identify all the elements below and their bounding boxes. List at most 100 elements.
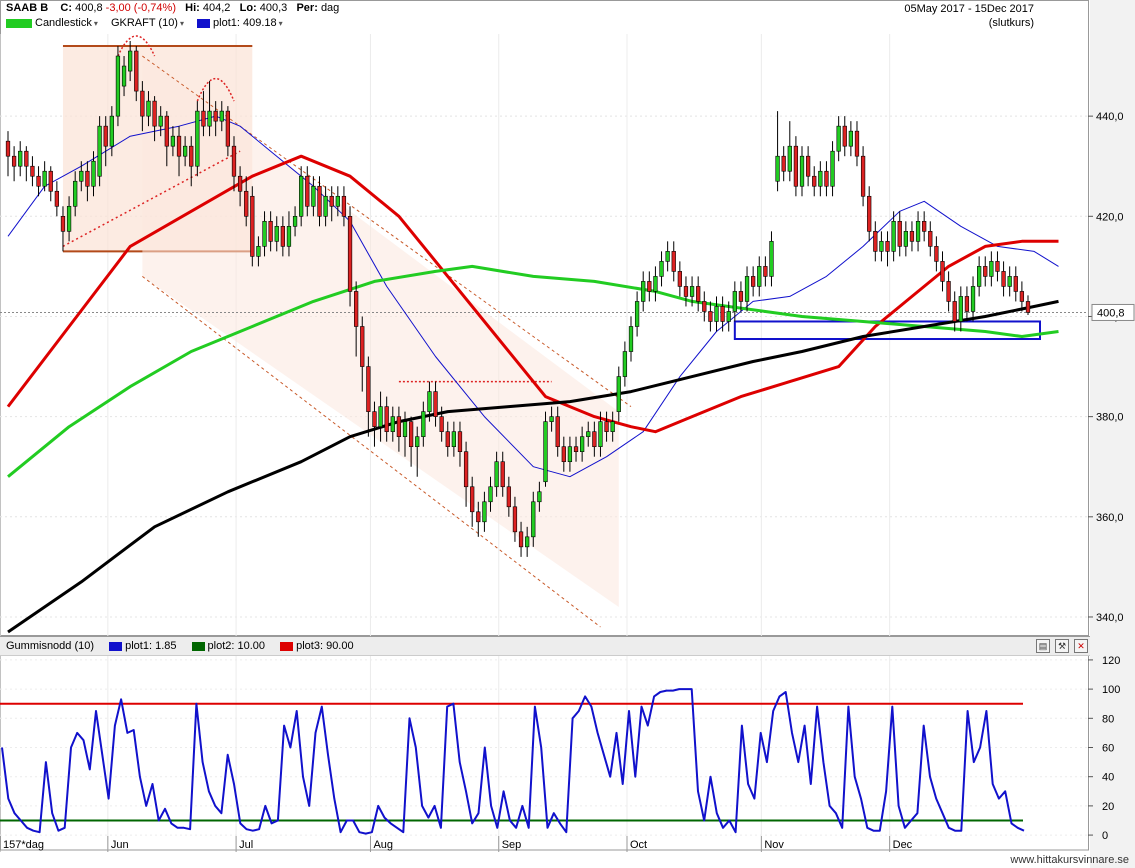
candle [231, 136, 237, 192]
candle-body [1019, 291, 1025, 302]
candle [946, 271, 951, 312]
candle [18, 141, 23, 177]
candle [720, 296, 725, 332]
scrollbar[interactable] [1090, 0, 1135, 868]
candle-body [445, 431, 450, 447]
candle-body [299, 175, 304, 217]
candle [977, 256, 982, 297]
candle-body [555, 416, 560, 447]
candle-body [1007, 276, 1012, 287]
candle [836, 116, 841, 162]
footer-url[interactable]: www.hittakursvinnare.se [1010, 854, 1129, 866]
candle [854, 121, 860, 167]
candle-body [561, 446, 566, 463]
candle [549, 406, 554, 432]
candle [329, 186, 334, 222]
candle-body [280, 226, 285, 247]
osc-plot1-swatch [109, 641, 123, 651]
candle-body [396, 416, 402, 437]
candle [335, 186, 340, 217]
candle [311, 176, 316, 217]
candle [964, 286, 970, 322]
candle [518, 521, 524, 557]
candle [500, 451, 505, 497]
close-icon[interactable]: ✕ [1074, 639, 1088, 653]
candle-body [781, 155, 786, 172]
candle [848, 121, 854, 157]
candle-body [860, 155, 866, 197]
candle-body [286, 226, 292, 247]
candle [641, 271, 646, 312]
candle-body [384, 406, 389, 432]
candle [940, 251, 945, 292]
candle [805, 146, 811, 187]
wrench-icon[interactable]: ⚒ [1055, 639, 1069, 653]
candle-body [79, 170, 84, 182]
candle [506, 476, 511, 517]
chevron-down-icon[interactable]: ▾ [278, 19, 283, 28]
candle-body [836, 125, 841, 152]
candle-body [48, 170, 53, 192]
candle [769, 231, 774, 287]
legend-candlestick[interactable]: Candlestick [35, 17, 92, 29]
candle-body [42, 170, 47, 187]
candle-body [598, 421, 603, 447]
candle [91, 151, 96, 197]
candle-body [531, 501, 536, 538]
candle-body [873, 231, 878, 252]
candle-body [616, 376, 621, 412]
candle-body [915, 221, 921, 242]
x-tick-label: Oct [630, 839, 647, 851]
last-price-box [1091, 303, 1135, 321]
candle [579, 426, 585, 462]
candle-body [744, 276, 750, 302]
candle [433, 381, 438, 427]
candle [274, 216, 279, 252]
legend-plot1[interactable]: plot1: 409.18 [213, 17, 277, 29]
candle [244, 176, 249, 227]
candle-body [738, 291, 744, 302]
candle [280, 216, 285, 257]
candle-body [677, 271, 682, 287]
candle [182, 136, 188, 167]
candle [85, 161, 90, 202]
candle [250, 186, 255, 267]
chevron-down-icon[interactable]: ▾ [179, 19, 184, 28]
candle-body [360, 326, 365, 367]
legend-gkraft[interactable]: GKRAFT (10) [110, 17, 178, 29]
candle-body [24, 150, 29, 167]
lo-value: 400,3 [259, 2, 288, 14]
annotations [62, 35, 1041, 628]
candle [604, 411, 609, 442]
price-type: (slutkurs) [988, 17, 1034, 29]
candle [317, 176, 322, 227]
candle-body [323, 195, 328, 217]
candle-body [824, 170, 829, 187]
candle-body [347, 216, 353, 292]
osc-plot2-swatch [191, 641, 205, 651]
candle [915, 211, 921, 252]
candle [451, 421, 457, 457]
x-tick-label: 157*dag [3, 839, 44, 851]
candle-body [470, 486, 475, 513]
candle-body [934, 246, 939, 262]
candle-body [854, 130, 860, 157]
candle-body [671, 251, 676, 272]
doc-icon[interactable]: ▤ [1036, 639, 1050, 653]
chevron-down-icon[interactable]: ▾ [93, 19, 98, 28]
candle-body [439, 416, 444, 432]
candle [488, 476, 493, 512]
last-price-label: 400,8 [1097, 307, 1125, 319]
candle-body [696, 286, 701, 302]
candle-body [134, 50, 139, 92]
candle-body [946, 281, 951, 302]
candle [738, 281, 744, 312]
candle [922, 211, 927, 242]
candle-body [879, 241, 884, 252]
candle-body [500, 461, 505, 488]
osc-line [1, 688, 1025, 835]
candle [213, 101, 218, 137]
candle-body [341, 195, 347, 217]
candle-body [1025, 301, 1031, 313]
